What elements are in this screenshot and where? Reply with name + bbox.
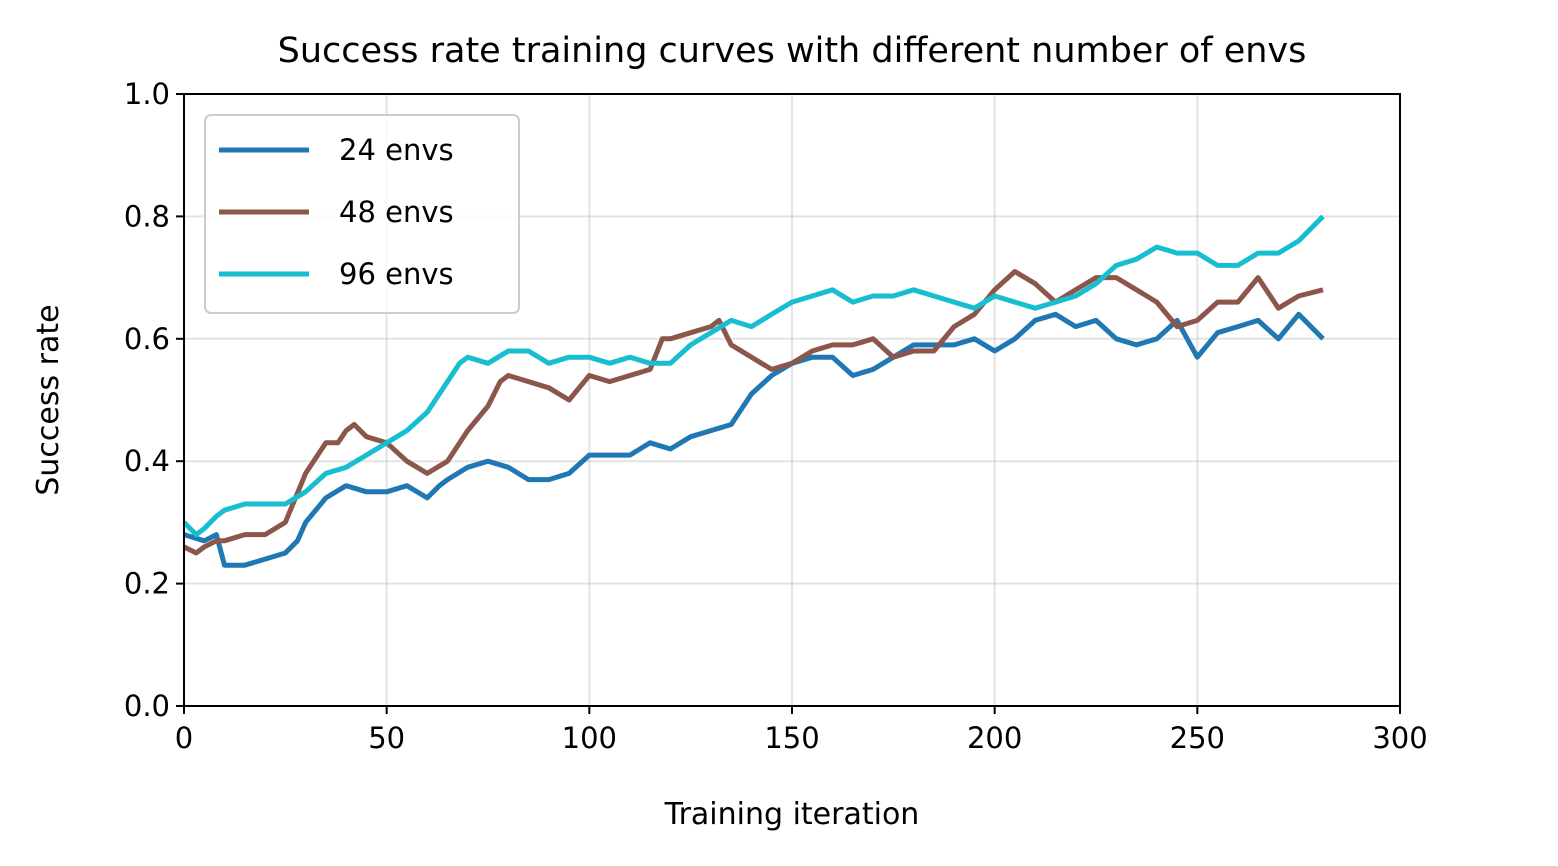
x-tick-label: 0: [175, 721, 193, 755]
legend-label: 96 envs: [339, 257, 454, 291]
x-tick-label: 300: [1372, 721, 1427, 755]
y-tick-label: 0.2: [124, 567, 170, 601]
y-tick-label: 1.0: [124, 77, 170, 111]
chart-title: Success rate training curves with differ…: [278, 31, 1307, 71]
y-axis-title: Success rate: [31, 304, 66, 495]
series-lines: [182, 214, 1325, 568]
x-axis-title: Training iteration: [664, 797, 920, 832]
legend-label: 48 envs: [339, 195, 454, 229]
y-tick-label: 0.4: [124, 444, 170, 478]
axis-ticks: 0 50 100 150 200 250 300 0.0 0.2 0.4 0.6 0.8 1.0: [124, 77, 1428, 755]
series-line-1: [183, 311, 1325, 568]
x-tick-label: 200: [967, 721, 1022, 755]
x-tick-label: 100: [562, 721, 617, 755]
legend-label: 24 envs: [339, 133, 454, 167]
y-tick-label: 0.8: [124, 199, 170, 233]
legend-box: [204, 114, 520, 314]
series-line-3: [182, 214, 1325, 538]
x-tick-label: 150: [764, 721, 819, 755]
x-tick-label: 250: [1170, 721, 1225, 755]
legend: 24 envs 48 envs 96 envs: [204, 114, 520, 314]
x-tick-label: 50: [368, 721, 405, 755]
y-tick-label: 0.6: [124, 322, 170, 356]
y-tick-label: 0.0: [124, 689, 170, 723]
